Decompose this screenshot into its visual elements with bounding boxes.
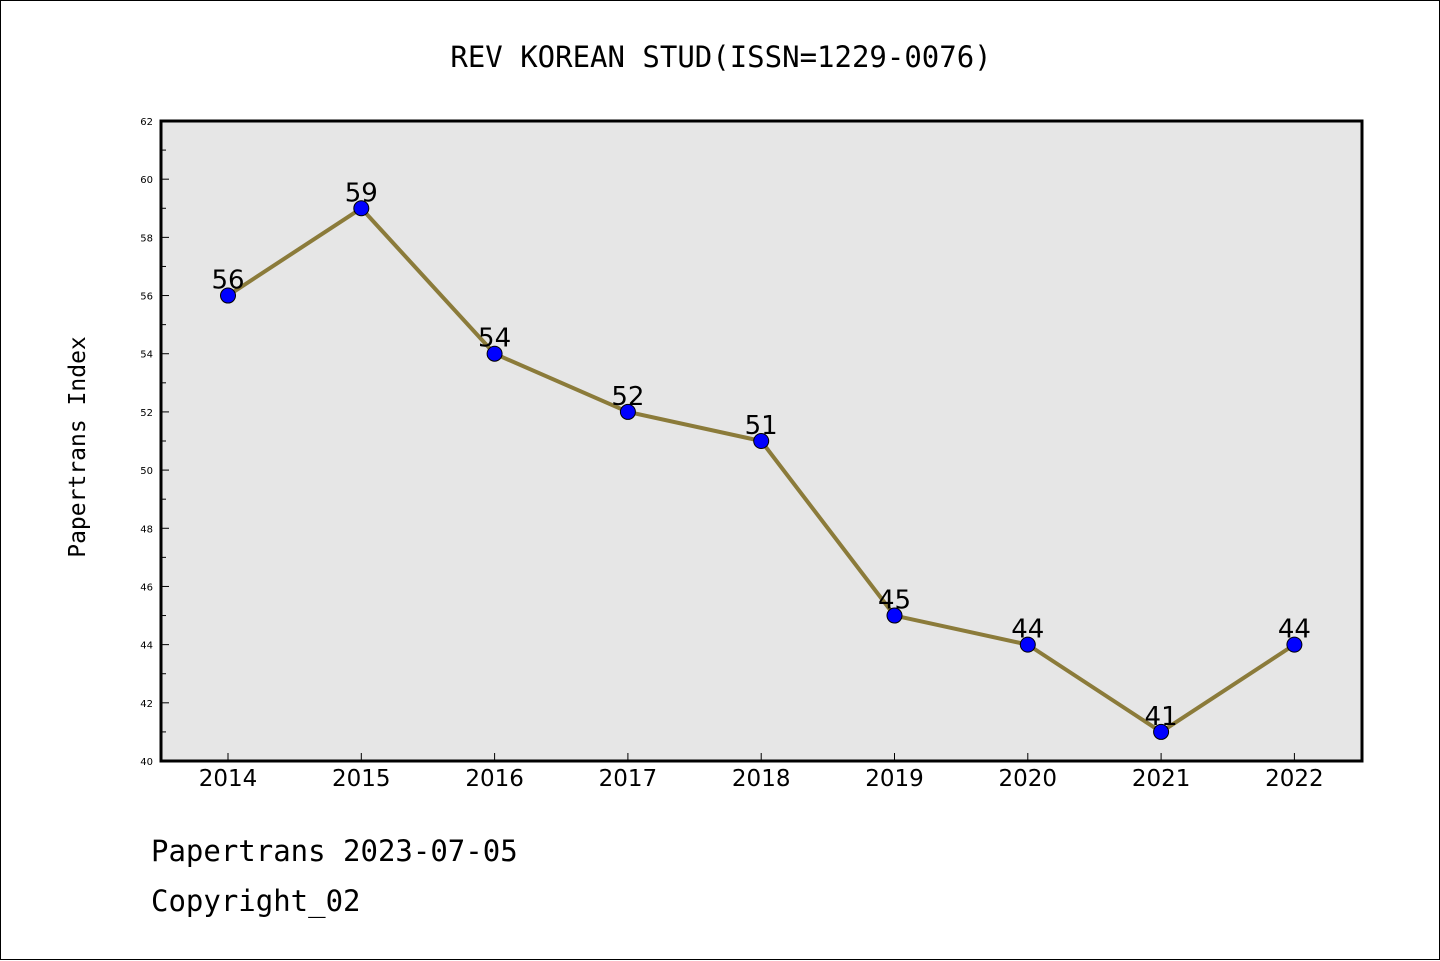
chart-title: REV KOREAN STUD(ISSN=1229-0076) — [450, 40, 991, 74]
x-tick-label: 2021 — [1132, 766, 1191, 792]
y-axis-label: Papertrans Index — [65, 336, 91, 558]
x-tick-label: 2017 — [599, 766, 658, 792]
y-tick-label: 60 — [140, 175, 153, 186]
data-point — [1019, 636, 1036, 653]
data-point — [753, 433, 770, 449]
data-point — [1286, 636, 1303, 653]
y-tick-label: 46 — [140, 582, 153, 593]
data-label: 44 — [1278, 615, 1311, 645]
y-tick-label: 52 — [140, 408, 153, 419]
data-label: 54 — [478, 324, 511, 354]
x-tick-label: 2022 — [1265, 766, 1324, 792]
data-label: 51 — [745, 411, 778, 441]
x-tick-label: 2020 — [999, 766, 1058, 792]
x-tick-label: 2016 — [465, 766, 524, 792]
x-tick-label: 2019 — [865, 766, 924, 792]
data-label: 59 — [345, 178, 378, 208]
data-point — [486, 345, 503, 362]
x-axis: 2014 2015 2016 2017 2018 2019 2020 2021 2022 — [199, 753, 1324, 792]
data-point — [886, 607, 903, 624]
data-point — [220, 287, 236, 304]
data-label: 44 — [1011, 615, 1044, 645]
data-labels: 56 59 54 52 51 45 44 41 44 — [211, 178, 1310, 732]
y-tick-label: 42 — [140, 699, 153, 710]
data-label: 41 — [1145, 702, 1178, 732]
y-tick-label: 54 — [140, 350, 153, 361]
data-point — [1153, 723, 1170, 740]
footer-copyright-line: Copyright_02 — [151, 884, 361, 918]
y-tick-label: 40 — [140, 757, 153, 768]
y-tick-label: 62 — [140, 117, 153, 128]
footer-date-line: Papertrans 2023-07-05 — [151, 834, 518, 868]
x-tick-label: 2015 — [332, 766, 391, 792]
y-tick-label: 58 — [140, 233, 153, 244]
data-points — [220, 200, 1303, 740]
x-tick-label: 2014 — [199, 766, 258, 792]
data-point — [619, 403, 636, 420]
data-point — [353, 200, 370, 217]
y-axis: 40 42 44 46 48 50 52 54 56 58 60 62 — [140, 117, 169, 768]
x-tick-label: 2018 — [732, 766, 791, 792]
y-tick-label: 56 — [140, 292, 153, 303]
y-tick-label: 48 — [140, 524, 153, 535]
y-tick-label: 44 — [140, 641, 153, 652]
y-tick-label: 50 — [140, 466, 153, 477]
data-label: 45 — [878, 586, 911, 616]
data-label: 52 — [611, 382, 644, 412]
data-label: 56 — [211, 266, 244, 296]
